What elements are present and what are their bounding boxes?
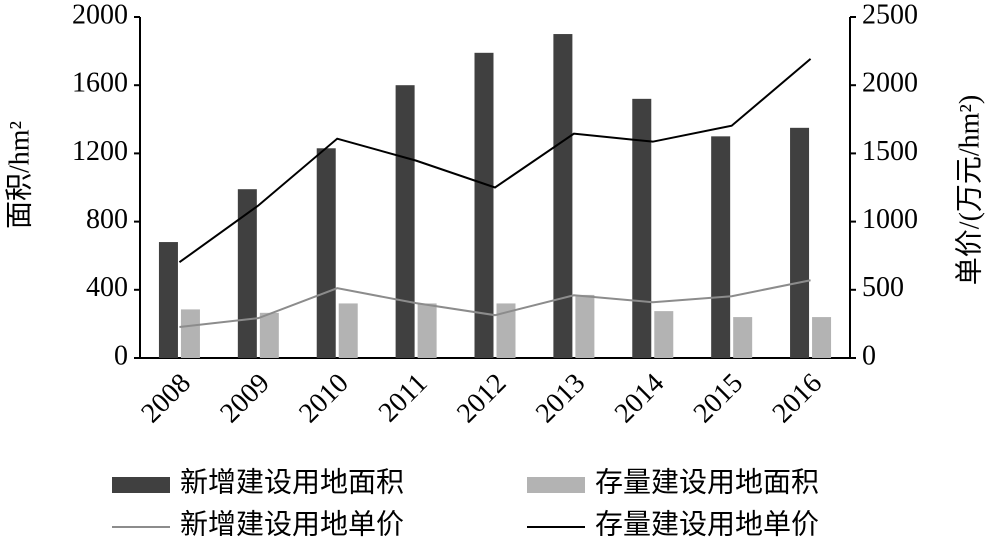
legend-swatch bbox=[527, 477, 585, 493]
y2-tick-label: 1500 bbox=[862, 136, 918, 167]
line bbox=[178, 58, 812, 264]
y-tick-label: 1600 bbox=[72, 68, 128, 99]
bar bbox=[338, 303, 358, 358]
y-axis-label: 面积/hm² bbox=[4, 121, 35, 229]
x-tick-label: 2010 bbox=[293, 368, 355, 430]
bar bbox=[395, 85, 415, 358]
bar bbox=[474, 52, 494, 359]
y-tick-label: 800 bbox=[86, 204, 128, 235]
bar bbox=[259, 312, 279, 358]
legend-swatch bbox=[112, 477, 170, 493]
bar bbox=[417, 303, 437, 358]
y2-tick-label: 2000 bbox=[862, 68, 918, 99]
bar bbox=[711, 136, 731, 358]
bar bbox=[654, 311, 674, 358]
bar bbox=[180, 309, 200, 358]
y-tick-label: 0 bbox=[114, 340, 128, 371]
bar bbox=[632, 98, 652, 358]
y2-tick-label: 0 bbox=[862, 340, 876, 371]
y2-tick-label: 500 bbox=[862, 272, 904, 303]
x-tick-label: 2012 bbox=[451, 368, 513, 430]
y2-tick-label: 2500 bbox=[862, 0, 918, 30]
line bbox=[179, 279, 811, 329]
x-tick-label: 2008 bbox=[135, 368, 197, 430]
bar bbox=[790, 127, 810, 358]
bar bbox=[812, 317, 832, 358]
x-tick-label: 2016 bbox=[767, 368, 829, 430]
x-tick-label: 2011 bbox=[373, 368, 434, 429]
x-tick-label: 2015 bbox=[688, 368, 750, 430]
bar bbox=[316, 148, 336, 358]
y-tick-label: 1200 bbox=[72, 136, 128, 167]
bar bbox=[553, 34, 573, 359]
bar bbox=[575, 294, 595, 358]
bar bbox=[496, 303, 516, 358]
y2-tick-label: 1000 bbox=[862, 204, 918, 235]
x-tick-label: 2014 bbox=[609, 368, 671, 430]
legend-label: 新增建设用地单价 bbox=[180, 508, 404, 540]
legend-label: 新增建设用地面积 bbox=[180, 466, 404, 498]
y-tick-label: 400 bbox=[86, 272, 128, 303]
x-tick-label: 2013 bbox=[530, 368, 592, 430]
bar bbox=[733, 317, 753, 358]
legend-label: 存量建设用地单价 bbox=[595, 508, 819, 540]
y-tick-label: 2000 bbox=[72, 0, 128, 30]
x-tick-label: 2009 bbox=[214, 368, 276, 430]
legend-label: 存量建设用地面积 bbox=[595, 466, 819, 498]
bar bbox=[158, 242, 178, 358]
y2-axis-label: 单价/(万元/hm²) bbox=[953, 95, 985, 285]
bar bbox=[237, 189, 257, 358]
